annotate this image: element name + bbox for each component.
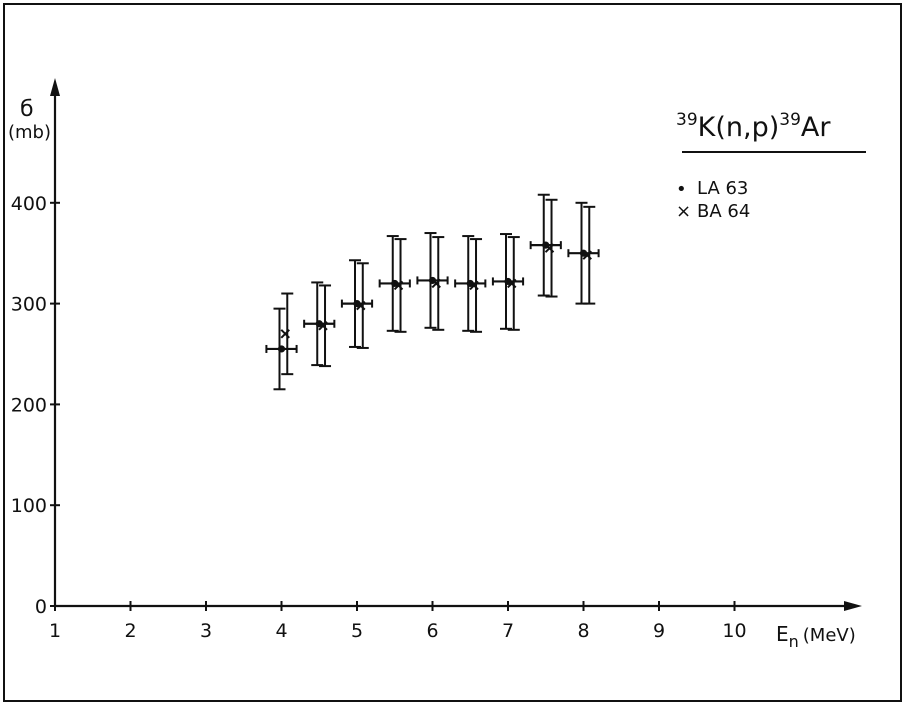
x-tick-label-7: 7 xyxy=(502,620,514,642)
la63-point-5 xyxy=(466,279,474,288)
title-reaction: K(n,p) xyxy=(698,112,780,143)
ba64-point-b-8 xyxy=(582,250,592,260)
la63-point-0 xyxy=(277,345,286,353)
la63-point-2 xyxy=(353,300,361,308)
la63-point-3 xyxy=(391,279,399,288)
x-tick-label-6: 6 xyxy=(426,620,438,642)
ba64-point-b-7 xyxy=(544,243,555,253)
x-tick-label-8: 8 xyxy=(577,620,589,642)
la63-point-1 xyxy=(315,320,323,328)
x-ticks: 1 2 3 4 5 6 7 8 9 10 xyxy=(49,601,747,642)
y-ticks: 0 100 200 300 400 xyxy=(11,193,60,618)
data-marks xyxy=(265,193,600,391)
ba64-point-b-3 xyxy=(393,280,404,291)
ba64-point-b-0 xyxy=(280,329,290,339)
legend-symbol-la63: • xyxy=(676,179,687,200)
title-product: Ar xyxy=(801,112,831,143)
ba64-point-b-1 xyxy=(318,321,328,331)
y-axis-symbol: б xyxy=(20,97,34,122)
y-tick-label-100: 100 xyxy=(11,495,47,517)
ba64-point-b-5 xyxy=(469,280,479,291)
y-tick-label-0: 0 xyxy=(35,596,47,618)
ba64-point-b-4 xyxy=(431,278,441,289)
title-superscript-1: 39 xyxy=(676,110,698,130)
figure-frame xyxy=(3,3,902,702)
legend-symbol-ba64: × xyxy=(676,201,691,222)
x-tick-label-4: 4 xyxy=(275,620,287,642)
ba64-point-b-6 xyxy=(507,278,517,289)
y-tick-label-200: 200 xyxy=(11,394,47,416)
x-axis-unit: (MeV) xyxy=(803,625,856,646)
x-axis-subscript: n xyxy=(789,632,799,651)
x-tick-label-9: 9 xyxy=(653,620,665,642)
title-superscript-2: 39 xyxy=(779,110,801,130)
x-axis-title: En (MeV) xyxy=(776,622,856,651)
x-tick-label-2: 2 xyxy=(124,620,136,642)
legend-label-la63: LA 63 xyxy=(697,178,748,199)
la63-point-6 xyxy=(504,277,512,286)
x-axis-arrow xyxy=(844,601,862,611)
la63-point-8 xyxy=(579,249,588,257)
chart-title: 39K(n,p)39Ar xyxy=(676,110,831,143)
y-axis-arrow xyxy=(50,78,60,96)
y-tick-label-300: 300 xyxy=(11,294,47,316)
axes xyxy=(50,78,862,611)
x-tick-label-10: 10 xyxy=(722,620,746,642)
x-tick-label-5: 5 xyxy=(351,620,363,642)
x-tick-label-1: 1 xyxy=(49,620,61,642)
y-axis-unit: (mb) xyxy=(8,122,51,143)
legend-label-ba64: BA 64 xyxy=(697,201,750,222)
y-tick-label-400: 400 xyxy=(11,193,47,215)
legend: • LA 63 × BA 64 xyxy=(676,178,750,222)
x-tick-label-3: 3 xyxy=(200,620,212,642)
x-axis-symbol: E xyxy=(776,622,789,646)
ba64-point-b-2 xyxy=(356,300,366,311)
